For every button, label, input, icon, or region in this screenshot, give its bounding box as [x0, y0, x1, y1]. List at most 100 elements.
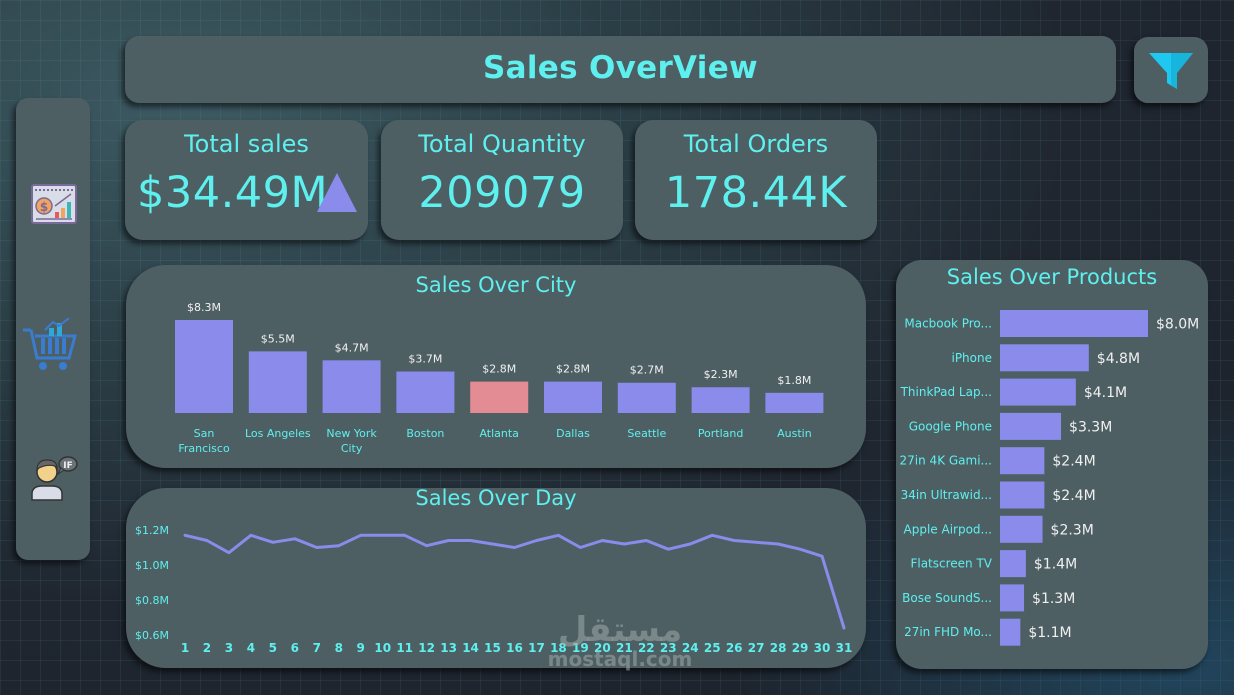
product-bar-chart: Macbook Pro... $8.0M iPhone $4.8M ThinkPad L…: [900, 310, 1199, 646]
data-label: $8.0M: [1156, 317, 1199, 333]
kpi-value: 209079: [418, 168, 586, 218]
bar-product-7[interactable]: [1000, 515, 1043, 543]
category-label: Atlanta: [479, 427, 518, 440]
sales-over-day-chart: Sales Over Day $0.6M $0.8M $1.0M $1.2M 1 2 3 4 5…: [126, 486, 866, 668]
bar-san-francisco[interactable]: [175, 320, 233, 413]
user-if-speech-icon: IF: [31, 456, 78, 501]
sidebar-nav: $ IF: [16, 98, 90, 560]
data-label: $1.4M: [1034, 557, 1077, 573]
x-tick-label: 6: [291, 641, 299, 655]
bar-new-york-city[interactable]: [322, 360, 381, 413]
data-label: $3.7M: [408, 353, 442, 366]
x-tick-label: 7: [313, 641, 321, 655]
x-tick-label: 22: [638, 641, 655, 655]
category-label: Boston: [406, 427, 444, 440]
bar-product-5[interactable]: [1000, 447, 1045, 475]
category-label: 34in Ultrawid...: [901, 488, 992, 502]
kpi-label: Total sales: [184, 130, 309, 158]
bar-product-2[interactable]: [1000, 344, 1089, 372]
category-label: Bose SoundS...: [902, 591, 992, 605]
sales-line-series[interactable]: [183, 533, 846, 630]
kpi-value: 178.44K: [664, 168, 848, 218]
kpi-card-total-quantity: Total Quantity 209079: [381, 120, 623, 240]
x-tick-label: 15: [484, 641, 501, 655]
category-label: Portland: [698, 427, 744, 440]
x-tick-label: 12: [418, 641, 435, 655]
x-tick-label: 14: [462, 641, 479, 655]
data-label: $2.8M: [556, 363, 590, 376]
bar-product-1[interactable]: [1000, 310, 1148, 337]
category-label: San: [194, 427, 215, 440]
kpi-label: Total Orders: [683, 130, 829, 158]
bar-product-9[interactable]: [1000, 584, 1025, 612]
data-label: $1.3M: [1032, 591, 1075, 607]
x-tick-label: 28: [770, 641, 787, 655]
x-tick-label: 1: [181, 641, 189, 655]
bar-product-3[interactable]: [1000, 378, 1076, 406]
x-tick-label: 2: [203, 641, 211, 655]
x-tick-label: 26: [726, 641, 743, 655]
x-tick-label: 24: [682, 641, 699, 655]
sales-over-products-chart: Sales Over Products Macbook Pro... $8.0M i…: [896, 260, 1208, 669]
data-label: $5.5M: [261, 332, 295, 345]
svg-text:$: $: [40, 200, 48, 214]
bar-boston[interactable]: [396, 371, 455, 413]
x-tick-label: 10: [374, 641, 391, 655]
x-tick-label: 19: [572, 641, 589, 655]
kpi-card-total-sales: Total sales $34.49M: [125, 120, 368, 240]
category-label: Dallas: [556, 427, 590, 440]
bar-dallas[interactable]: [544, 381, 602, 413]
bar-austin[interactable]: [765, 392, 824, 413]
x-tick-label: 29: [792, 641, 809, 655]
bar-atlanta[interactable]: [470, 381, 529, 413]
sidebar-item-user-insights[interactable]: IF: [28, 454, 78, 506]
y-tick-label: $1.0M: [135, 559, 169, 572]
sales-report-icon: $: [31, 184, 77, 224]
data-label: $2.4M: [1052, 454, 1095, 470]
data-label: $2.3M: [704, 368, 738, 381]
category-label: Google Phone: [909, 419, 992, 433]
data-label: $1.8M: [777, 374, 811, 387]
bar-product-10[interactable]: [1000, 618, 1021, 646]
sales-over-city-chart: Sales Over City $8.3M San Francisco $5.5M Lo…: [126, 265, 866, 468]
x-tick-label: 5: [269, 641, 277, 655]
bar-product-4[interactable]: [1000, 412, 1062, 440]
data-label: $8.3M: [187, 301, 221, 314]
data-label: $2.7M: [630, 364, 664, 377]
category-label: City: [341, 442, 363, 455]
bar-product-8[interactable]: [1000, 550, 1026, 578]
category-label: Seattle: [627, 427, 666, 440]
x-tick-label: 31: [836, 641, 853, 655]
data-label: $4.7M: [335, 341, 369, 354]
sidebar-item-cart-analytics[interactable]: [21, 317, 79, 380]
data-label: $4.1M: [1084, 385, 1127, 401]
day-line-chart: $0.6M$0.8M$1.0M$1.2M1 2 3 4 5 6 7 8 9 10 11 12 13 14 1…: [135, 524, 853, 655]
funnel-filter-icon: [1149, 53, 1193, 89]
x-tick-label: 3: [225, 641, 233, 655]
kpi-label: Total Quantity: [418, 130, 586, 158]
x-tick-label: 4: [247, 641, 255, 655]
chart-title: Sales Over Day: [415, 486, 577, 510]
x-tick-label: 30: [814, 641, 831, 655]
bar-portland[interactable]: [691, 387, 750, 413]
category-label: Flatscreen TV: [910, 557, 992, 571]
bar-seattle[interactable]: [617, 382, 676, 413]
x-tick-label: 16: [506, 641, 523, 655]
data-label: $4.8M: [1097, 351, 1140, 367]
kpi-card-total-orders: Total Orders 178.44K: [635, 120, 877, 240]
filter-button[interactable]: [1134, 37, 1208, 103]
bar-product-6[interactable]: [1000, 481, 1045, 509]
x-tick-label: 13: [440, 641, 457, 655]
page-title: Sales OverView: [483, 50, 758, 86]
sidebar-item-sales-report[interactable]: $: [31, 184, 77, 228]
x-tick-label: 18: [550, 641, 567, 655]
city-bar-chart: $8.3M San Francisco $5.5M Los Angeles $4.7M Ne…: [175, 301, 824, 455]
bar-los-angeles[interactable]: [248, 351, 307, 413]
category-label: Los Angeles: [245, 427, 311, 440]
svg-text:IF: IF: [63, 461, 73, 471]
chart-title: Sales Over City: [415, 273, 577, 297]
category-label: 27in 4K Gami...: [900, 454, 992, 468]
header-banner: Sales OverView: [125, 36, 1116, 103]
x-tick-label: 11: [396, 641, 413, 655]
category-label: Francisco: [178, 442, 230, 455]
